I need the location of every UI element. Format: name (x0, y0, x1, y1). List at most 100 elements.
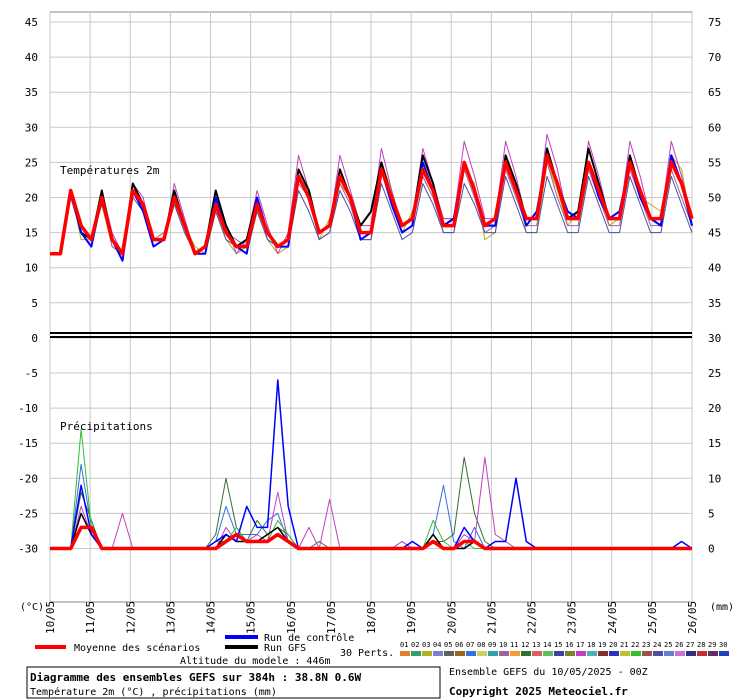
right-tick-label: 15 (708, 437, 721, 450)
x-tick-label: 26/05 (686, 601, 699, 634)
pert-number: 20 (609, 641, 617, 649)
pert-number: 12 (521, 641, 529, 649)
title-line-1: Diagramme des ensembles GEFS sur 384h : … (30, 671, 362, 684)
right-tick-label: 20 (708, 402, 721, 415)
pert-swatch (543, 651, 553, 656)
pert-swatch (653, 651, 663, 656)
x-tick-label: 10/05 (44, 601, 57, 634)
pert-number: 15 (554, 641, 562, 649)
x-tick-label: 19/05 (405, 601, 418, 634)
pert-swatch (708, 651, 718, 656)
pert-number: 01 (400, 641, 408, 649)
x-tick-label: 23/05 (566, 601, 579, 634)
right-tick-label: 50 (708, 192, 721, 205)
pert-swatch (697, 651, 707, 656)
right-tick-label: 45 (708, 227, 721, 240)
x-axis-labels: 10/05 11/05 12/05 13/05 14/05 15/05 16/05 17/05… (44, 601, 699, 634)
left-tick-label: 0 (31, 332, 38, 345)
pert-swatch (675, 651, 685, 656)
left-unit-label: (°C) (20, 602, 44, 613)
pert-number: 03 (422, 641, 430, 649)
left-tick-label: 35 (25, 86, 38, 99)
left-tick-label: 20 (25, 192, 38, 205)
pert-swatch (576, 651, 586, 656)
right-tick-label: 60 (708, 121, 721, 134)
pert-swatch (466, 651, 476, 656)
left-tick-label: 45 (25, 16, 38, 29)
legend-control-label: Run de contrôle (264, 632, 354, 644)
pert-number: 23 (642, 641, 650, 649)
left-tick-label: 25 (25, 156, 38, 169)
pert-swatch (455, 651, 465, 656)
x-tick-label: 12/05 (124, 601, 137, 634)
pert-swatch (521, 651, 531, 656)
pert-number: 11 (510, 641, 518, 649)
pert-legend: 01 02 03 04 05 06 07 08 09 10 11 12 13 14 15 16 17 18 19 20… (400, 641, 729, 656)
pert-swatch (631, 651, 641, 656)
x-tick-label: 17/05 (325, 601, 338, 634)
right-tick-label: 70 (708, 51, 721, 64)
x-tick-label: 21/05 (485, 601, 498, 634)
pert-number: 26 (675, 641, 683, 649)
left-axis-labels: 45 40 35 30 25 20 15 10 5 0 -5 -10 -15 -20 -25 -30 (18, 16, 38, 556)
pert-number: 17 (576, 641, 584, 649)
pert-swatch (686, 651, 696, 656)
run-info: Ensemble GEFS du 10/05/2025 - 00Z (449, 667, 648, 678)
main-series (50, 147, 694, 551)
pert-swatch (433, 651, 443, 656)
left-tick-label: 10 (25, 262, 38, 275)
pert-number: 05 (444, 641, 452, 649)
x-tick-label: 25/05 (646, 601, 659, 634)
x-tick-label: 13/05 (164, 601, 177, 634)
right-unit-label: (mm) (710, 602, 734, 613)
temp-mean-line (50, 153, 694, 256)
left-tick-label: -25 (18, 507, 38, 520)
pert-number: 25 (664, 641, 672, 649)
pert-number: 14 (543, 641, 551, 649)
left-tick-label: -5 (25, 367, 38, 380)
legend: Moyenne des scénarios Run de contrôle Ru… (35, 632, 729, 659)
x-tick-label: 11/05 (84, 601, 97, 634)
title-box (26, 666, 441, 699)
right-tick-label: 10 (708, 472, 721, 485)
pert-number: 07 (466, 641, 474, 649)
title-line-2: Température 2m (°C) , précipitations (mm… (30, 686, 277, 698)
x-tick-label: 14/05 (205, 601, 218, 634)
right-tick-label: 65 (708, 86, 721, 99)
pert-number: 06 (455, 641, 463, 649)
left-tick-label: -15 (18, 437, 38, 450)
pert-number: 24 (653, 641, 661, 649)
left-tick-label: -20 (18, 472, 38, 485)
pert-swatch (422, 651, 432, 656)
pert-number: 10 (499, 641, 507, 649)
pert-swatch (477, 651, 487, 656)
pert-number: 21 (620, 641, 628, 649)
right-tick-label: 5 (708, 507, 715, 520)
pert-number: 02 (411, 641, 419, 649)
pert-swatch (510, 651, 520, 656)
pert-swatch (642, 651, 652, 656)
right-tick-label: 40 (708, 262, 721, 275)
left-tick-label: 30 (25, 121, 38, 134)
pert-swatch (488, 651, 498, 656)
pert-swatch (411, 651, 421, 656)
pert-swatch (609, 651, 619, 656)
pert-number: 29 (708, 641, 716, 649)
left-tick-label: 5 (31, 297, 38, 310)
right-tick-label: 0 (708, 543, 715, 556)
x-tick-label: 15/05 (245, 601, 258, 634)
pert-number: 04 (433, 641, 441, 649)
pert-swatch (587, 651, 597, 656)
pert-number: 08 (477, 641, 485, 649)
pert-swatch (400, 651, 410, 656)
pert-swatch (554, 651, 564, 656)
left-tick-label: -10 (18, 402, 38, 415)
pert-number: 22 (631, 641, 639, 649)
left-tick-label: 15 (25, 227, 38, 240)
altitude-text: Altitude du modele : 446m (180, 656, 331, 667)
left-tick-label: 40 (25, 51, 38, 64)
temp-panel-label: Températures 2m (60, 164, 160, 177)
pert-number: 28 (697, 641, 705, 649)
